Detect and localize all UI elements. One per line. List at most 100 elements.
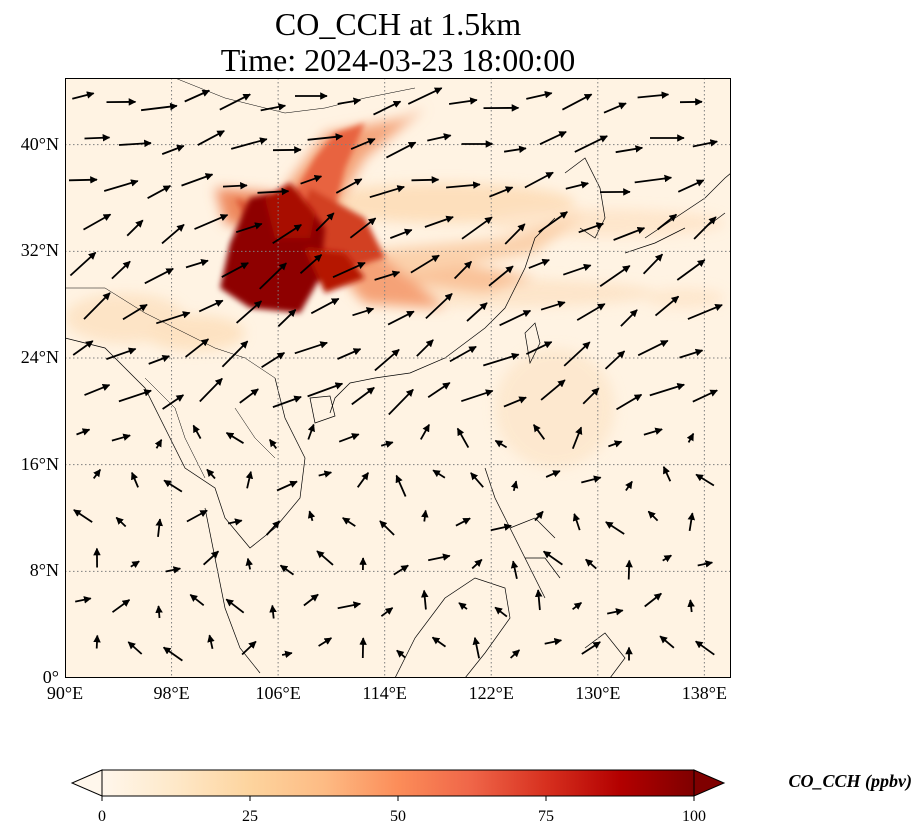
wind-arrow <box>279 564 295 576</box>
indochina-coast <box>65 337 306 549</box>
wind-arrow <box>84 383 111 396</box>
wind-arrow <box>272 224 302 244</box>
wind-arrow <box>374 348 400 372</box>
wind-arrow <box>649 383 685 397</box>
wind-arrow <box>607 608 624 616</box>
wind-arrow <box>269 604 277 619</box>
wind-arrow <box>574 135 608 153</box>
wind-arrow <box>184 89 210 103</box>
wind-arrow <box>388 388 414 416</box>
wind-arrow <box>410 254 440 274</box>
wind-arrow <box>207 634 215 649</box>
wind-arrow <box>197 130 225 146</box>
wind-arrow <box>265 520 281 536</box>
wind-arrow <box>163 479 183 493</box>
wind-arrow <box>544 637 563 646</box>
wind-arrow <box>130 560 140 569</box>
wind-arrow <box>73 509 93 523</box>
wind-arrow <box>106 347 137 360</box>
wind-arrow <box>239 388 259 404</box>
wind-arrow <box>528 258 550 269</box>
wind-arrow <box>222 181 248 190</box>
wind-arrow <box>380 607 394 617</box>
wind-arrow <box>92 468 102 479</box>
wind-arrow <box>542 550 563 566</box>
wind-arrow <box>581 475 602 484</box>
wind-arrow <box>155 605 163 619</box>
wind-arrow <box>411 176 440 184</box>
wind-arrow <box>294 341 328 355</box>
wind-arrow <box>453 260 473 280</box>
wind-arrow <box>471 558 483 570</box>
wind-arrow <box>488 265 514 287</box>
lon-tick-label: 138°E <box>681 683 727 703</box>
wind-arrow <box>277 309 297 327</box>
map-background <box>65 78 731 678</box>
wind-arrow <box>230 137 268 150</box>
wind-arrow <box>490 523 512 532</box>
wind-arrow <box>131 471 139 488</box>
wind-arrow <box>431 636 447 648</box>
wind-arrow <box>561 93 593 111</box>
borneo-coast <box>394 577 511 678</box>
wind-arrow <box>494 439 508 449</box>
wind-arrow <box>241 640 257 656</box>
wind-arrow <box>642 253 664 275</box>
wind-arrow <box>483 352 520 367</box>
wind-arrow <box>161 223 185 245</box>
wind-arrow <box>545 470 561 478</box>
wind-arrow <box>461 216 493 240</box>
wind-arrow <box>540 379 566 401</box>
wind-arrow <box>494 606 508 618</box>
wind-vectors <box>68 87 723 662</box>
wind-arrow <box>351 386 375 406</box>
wind-arrow <box>221 340 249 368</box>
lat-tick-label: 24°N <box>20 347 59 367</box>
wind-arrow <box>192 424 202 440</box>
wind-arrow <box>647 510 659 522</box>
lat-tick-label: 16°N <box>20 453 59 474</box>
wind-arrow <box>389 228 413 239</box>
korea-peninsula <box>564 157 606 239</box>
colorbar-tick-label: 75 <box>538 808 554 825</box>
wind-arrow <box>393 564 409 576</box>
map-time-subtitle: Time: 2024-03-23 18:00:00 <box>220 42 576 78</box>
wind-arrow <box>686 432 695 443</box>
wind-arrow <box>692 139 718 148</box>
wind-arrow <box>489 186 514 198</box>
wind-arrow <box>199 377 223 403</box>
wind-arrow <box>425 292 453 320</box>
wind-arrow <box>259 262 287 290</box>
wind-arrow <box>526 341 553 355</box>
wind-arrow <box>369 185 405 199</box>
wind-arrow <box>276 480 298 492</box>
wind-arrow <box>616 393 643 411</box>
wind-arrow <box>307 133 344 141</box>
lon-tick-label: 130°E <box>575 683 621 703</box>
lat-tick-label: 40°N <box>20 133 59 154</box>
wind-arrow <box>235 222 263 234</box>
wind-arrow <box>185 338 209 358</box>
wind-arrow <box>461 389 494 403</box>
wind-arrow <box>310 297 340 315</box>
colorbar-extend-max <box>693 769 726 797</box>
wind-arrow <box>572 513 581 531</box>
wind-arrow <box>185 258 209 269</box>
wind-arrow <box>338 433 360 443</box>
wind-arrow <box>526 90 553 100</box>
wind-arrow <box>307 382 344 398</box>
wind-arrow <box>534 510 544 522</box>
wind-arrow <box>72 340 94 356</box>
wind-arrow <box>572 601 583 611</box>
wind-arrow <box>156 311 191 325</box>
wind-arrow <box>337 601 362 610</box>
wind-arrow <box>565 181 589 190</box>
wind-arrow <box>420 589 429 610</box>
wind-arrow <box>118 139 152 148</box>
wind-arrow <box>449 345 477 363</box>
wind-arrow <box>335 178 363 194</box>
hainan-island <box>309 395 336 424</box>
wind-arrow <box>147 185 172 199</box>
wind-arrow <box>76 428 91 436</box>
wind-arrow <box>84 133 111 142</box>
